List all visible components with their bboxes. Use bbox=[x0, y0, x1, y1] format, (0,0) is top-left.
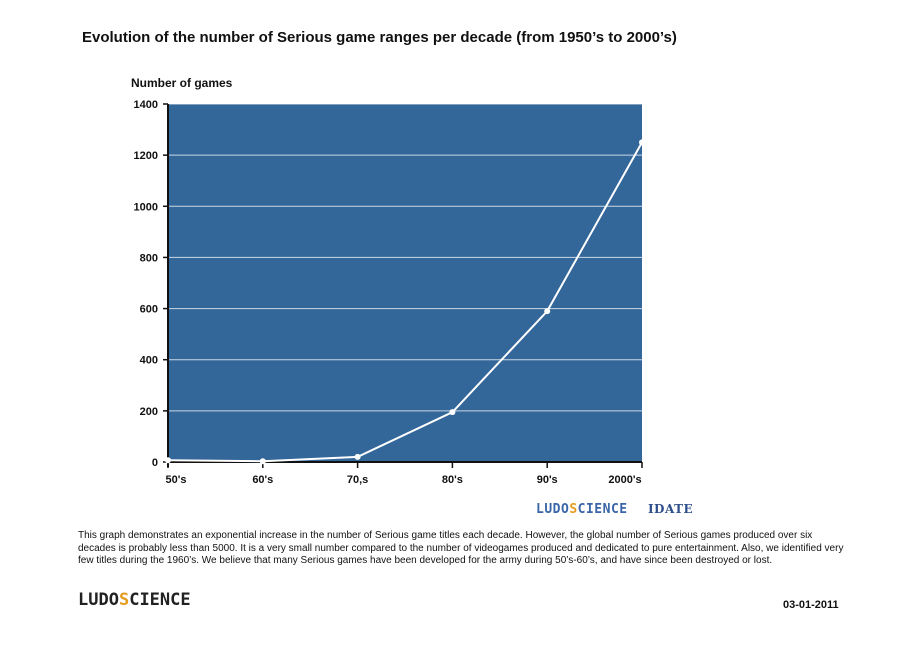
y-tick-label: 1400 bbox=[134, 99, 158, 111]
x-tick-label: 2000's bbox=[608, 474, 641, 486]
line-chart: 0 200 400 600 800 1000 1200 1400 50's 60's 70,s 80'… bbox=[133, 99, 645, 486]
x-tick-label: 90's bbox=[537, 474, 558, 486]
data-point bbox=[639, 139, 645, 146]
chart-title: Evolution of the number of Serious game … bbox=[82, 29, 677, 46]
x-tick-label: 80's bbox=[442, 474, 463, 486]
y-tick-label: 1200 bbox=[134, 150, 158, 162]
footer-logo-part1: LUDO bbox=[78, 590, 119, 610]
credit-logos: LUDOSCIENCE IDATE bbox=[536, 502, 693, 517]
idate-logo: IDATE bbox=[647, 502, 694, 516]
ludoscience-logo-part2: S bbox=[569, 502, 578, 517]
footer-logo-part3: CIENCE bbox=[129, 590, 191, 610]
x-tick-label: 60's bbox=[252, 474, 273, 486]
footer-logo-part2: S bbox=[118, 590, 130, 610]
data-point bbox=[165, 457, 171, 464]
y-tick-label: 0 bbox=[152, 457, 158, 469]
data-point bbox=[544, 308, 551, 315]
chart-description: This graph demonstrates an exponential i… bbox=[78, 530, 844, 566]
ludoscience-logo-part1: LUDO bbox=[536, 502, 570, 517]
data-point bbox=[449, 409, 456, 416]
data-point bbox=[354, 453, 361, 460]
y-tick-label: 400 bbox=[140, 355, 158, 367]
y-tick-label: 600 bbox=[140, 304, 158, 316]
data-point bbox=[259, 458, 266, 465]
plot-area bbox=[168, 104, 642, 462]
footer-date: 03-01-2011 bbox=[783, 599, 839, 611]
y-tick-label: 200 bbox=[140, 406, 158, 418]
x-tick-label: 50's bbox=[166, 474, 187, 486]
y-axis-label: Number of games bbox=[131, 76, 233, 90]
footer-logo: LUDOSCIENCE bbox=[78, 590, 191, 610]
x-tick-label: 70,s bbox=[347, 474, 368, 486]
y-tick-label: 800 bbox=[140, 252, 158, 264]
series-line bbox=[167, 141, 643, 463]
y-tick-label: 1000 bbox=[134, 201, 158, 213]
ludoscience-logo-part3: CIENCE bbox=[577, 502, 628, 517]
